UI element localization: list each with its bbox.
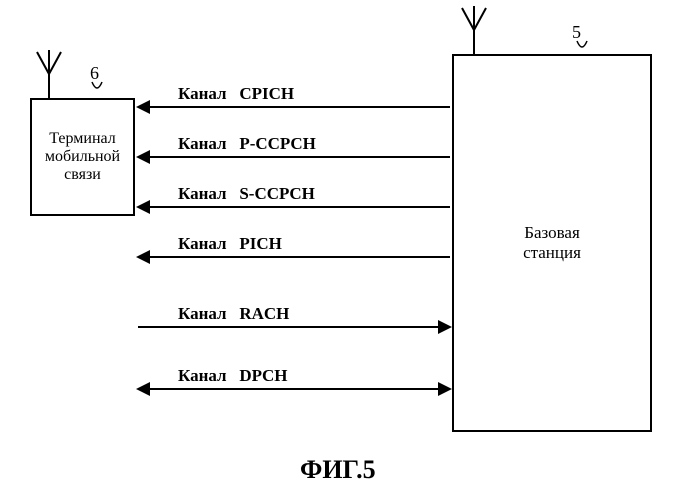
mobile-terminal-box: Терминалмобильнойсвязи	[30, 98, 135, 216]
channel-row-s-ccpch: Канал S-CCPCH	[138, 186, 450, 216]
arrow-line	[138, 256, 450, 258]
figure-caption: ФИГ.5	[300, 455, 376, 485]
arrow-head-left-icon	[136, 100, 150, 114]
arrow-head-right-icon	[438, 382, 452, 396]
channel-row-p-ccpch: Канал P-CCPCH	[138, 136, 450, 166]
channel-label: Канал PICH	[178, 234, 282, 254]
channel-label: Канал RACH	[178, 304, 289, 324]
channel-row-dpch: Канал DPCH	[138, 368, 450, 398]
channel-label: Канал P-CCPCH	[178, 134, 316, 154]
channel-row-pich: Канал PICH	[138, 236, 450, 266]
channel-label: Канал S-CCPCH	[178, 184, 315, 204]
channel-row-rach: Канал RACH	[138, 306, 450, 336]
arrow-head-left-icon	[136, 150, 150, 164]
arrow-line	[138, 106, 450, 108]
arrow-head-right-icon	[438, 320, 452, 334]
terminal-antenna-icon	[35, 50, 63, 100]
arrow-head-left-icon	[136, 200, 150, 214]
mobile-terminal-label: Терминалмобильнойсвязи	[45, 130, 120, 184]
channel-label: Канал CPICH	[178, 84, 294, 104]
channel-label: Канал DPCH	[178, 366, 288, 386]
base-station-label: Базоваястанция	[523, 223, 581, 263]
channel-row-cpich: Канал CPICH	[138, 86, 450, 116]
arrow-line	[138, 156, 450, 158]
base-station-box: Базоваястанция	[452, 54, 652, 432]
arrow-line	[138, 326, 450, 328]
arrow-head-left-icon	[136, 382, 150, 396]
base-antenna-icon	[460, 6, 488, 56]
terminal-curve	[90, 80, 104, 99]
arrow-line	[138, 388, 450, 390]
arrow-line	[138, 206, 450, 208]
arrow-head-left-icon	[136, 250, 150, 264]
base-curve	[575, 39, 589, 58]
